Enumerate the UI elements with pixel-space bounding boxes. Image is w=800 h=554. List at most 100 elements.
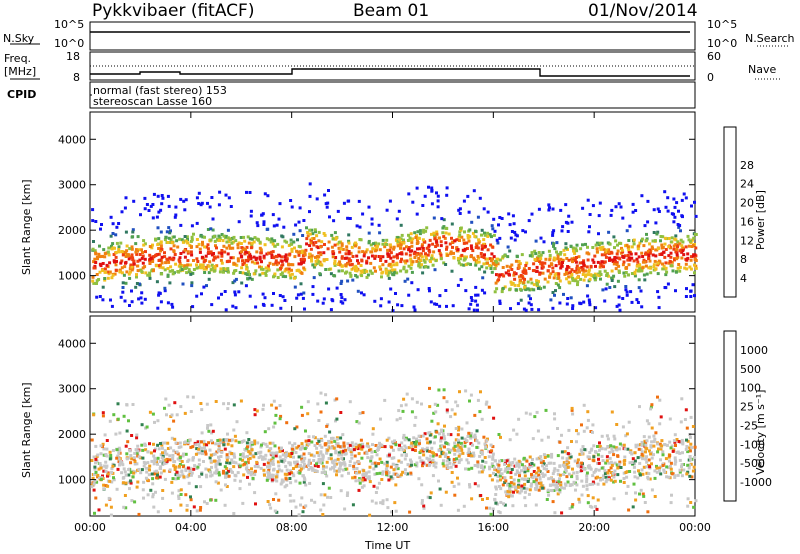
heatmap-cell: [685, 438, 688, 442]
heatmap-cell: [677, 209, 680, 213]
heatmap-cell: [174, 465, 178, 469]
heatmap-cell: [172, 449, 176, 453]
heatmap-cell: [133, 500, 137, 504]
heatmap-cell: [375, 453, 379, 457]
heatmap-cell: [582, 259, 586, 263]
heatmap-cell: [94, 496, 98, 500]
heatmap-cell: [259, 248, 263, 252]
heatmap-cell: [445, 400, 449, 404]
heatmap-cell: [153, 447, 157, 451]
heatmap-cell: [436, 422, 440, 426]
heatmap-cell: [645, 237, 649, 241]
heatmap-cell: [641, 457, 645, 461]
heatmap-cell: [385, 271, 388, 275]
heatmap-cell: [546, 470, 550, 473]
heatmap-cell: [567, 214, 571, 218]
heatmap-cell: [174, 262, 178, 266]
heatmap-cell: [419, 449, 423, 453]
heatmap-cell: [690, 204, 693, 208]
heatmap-cell: [277, 464, 281, 468]
heatmap-cell: [128, 276, 132, 280]
heatmap-cell: [650, 426, 654, 430]
heatmap-cell: [600, 434, 604, 438]
heatmap-cell: [612, 453, 616, 457]
heatmap-cell: [128, 448, 132, 452]
heatmap-cell: [322, 232, 326, 235]
heatmap-cell: [125, 270, 129, 274]
heatmap-cell: [131, 228, 135, 232]
heatmap-cell: [218, 239, 221, 242]
heatmap-cell: [148, 468, 151, 472]
heatmap-cell: [465, 439, 469, 443]
heatmap-cell: [201, 235, 205, 239]
heatmap-cell: [658, 466, 661, 470]
heatmap-cell: [179, 265, 183, 269]
heatmap-cell: [394, 472, 398, 476]
heatmap-cell: [410, 240, 414, 244]
heatmap-cell: [637, 447, 641, 451]
heatmap-cell: [480, 255, 484, 259]
heatmap-cell: [314, 263, 317, 267]
heatmap-cell: [169, 229, 172, 233]
heatmap-cell: [399, 260, 403, 264]
heatmap-cell: [221, 471, 225, 475]
heatmap-cell: [103, 277, 107, 280]
heatmap-cell: [238, 457, 242, 461]
heatmap-cell: [266, 465, 269, 469]
heatmap-cell: [645, 460, 649, 464]
heatmap-cell: [280, 255, 284, 259]
heatmap-cell: [105, 454, 109, 458]
heatmap-cell: [232, 261, 236, 265]
heatmap-cell: [677, 440, 681, 443]
heatmap-cell: [393, 441, 397, 444]
heatmap-cell: [402, 267, 406, 271]
heatmap-cell: [367, 470, 371, 474]
heatmap-cell: [645, 439, 649, 443]
heatmap-cell: [597, 232, 600, 236]
heatmap-cell: [291, 447, 294, 451]
heatmap-cell: [556, 427, 559, 430]
heatmap-cell: [219, 267, 223, 271]
heatmap-cell: [610, 279, 614, 282]
heatmap-cell: [505, 264, 509, 268]
heatmap-cell: [481, 276, 485, 280]
heatmap-cell: [151, 243, 154, 247]
heatmap-cell: [489, 267, 493, 270]
heatmap-cell: [565, 457, 569, 461]
heatmap-cell: [196, 260, 200, 263]
heatmap-cell: [244, 250, 248, 254]
heatmap-cell: [340, 296, 344, 300]
heatmap-cell: [126, 440, 130, 444]
heatmap-cell: [594, 243, 598, 247]
heatmap-cell: [179, 445, 183, 449]
x-tick-label: 16:00: [477, 521, 509, 534]
heatmap-cell: [637, 278, 641, 282]
heatmap-cell: [319, 460, 323, 464]
heatmap-cell: [323, 233, 327, 237]
heatmap-cell: [158, 460, 162, 463]
heatmap-cell: [444, 226, 448, 230]
heatmap-cell: [456, 248, 460, 252]
heatmap-cell: [421, 461, 425, 465]
heatmap-cell: [282, 225, 286, 229]
heatmap-cell: [348, 217, 352, 220]
heatmap-cell: [654, 254, 658, 258]
heatmap-cell: [573, 251, 577, 255]
heatmap-cell: [665, 270, 669, 274]
heatmap-cell: [198, 451, 202, 455]
heatmap-cell: [617, 295, 621, 299]
heatmap-cell: [235, 263, 239, 267]
heatmap-cell: [497, 278, 501, 282]
heatmap-cell: [274, 413, 278, 417]
heatmap-cell: [127, 257, 131, 261]
heatmap-cell: [638, 241, 642, 245]
heatmap-cell: [573, 256, 576, 260]
heatmap-cell: [200, 201, 204, 205]
heatmap-cell: [123, 250, 127, 254]
heatmap-cell: [463, 230, 466, 234]
heatmap-cell: [478, 267, 481, 271]
heatmap-cell: [337, 469, 341, 473]
heatmap-cell: [508, 265, 512, 269]
heatmap-cell: [556, 254, 560, 258]
heatmap-cell: [295, 462, 299, 466]
